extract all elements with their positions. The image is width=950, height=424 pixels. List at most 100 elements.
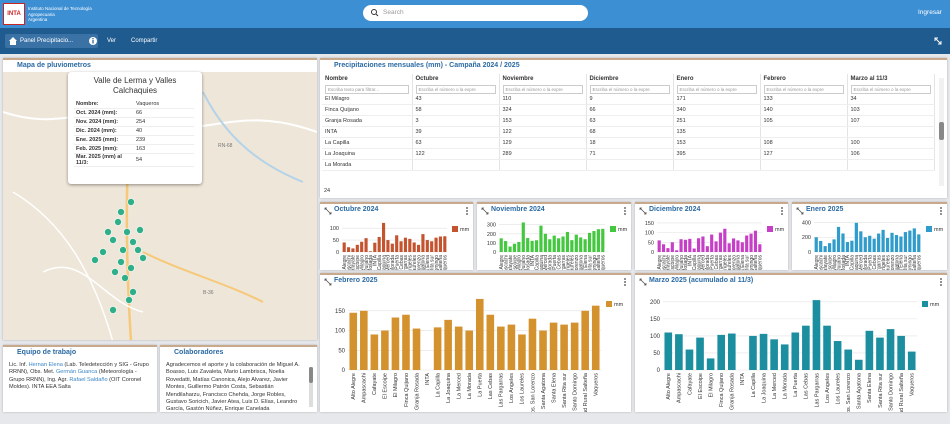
table-cell (760, 126, 848, 138)
menu-icon[interactable] (780, 206, 784, 216)
popup-cell: Ene. 2025 (mm): (74, 135, 134, 145)
bar (386, 240, 390, 252)
popup-cell: Dic. 2024 (mm): (74, 126, 134, 136)
expand-icon[interactable] (639, 207, 647, 215)
x-tick-label: Alto Alegre (342, 255, 348, 270)
bar (670, 242, 674, 252)
x-tick-label: Sociedad Rural Salteña (753, 255, 759, 270)
column-header: Diciembre (586, 74, 674, 84)
filter-input[interactable]: Escriba el número o la expre (850, 84, 931, 94)
x-tick-label: Las Cebas (399, 255, 405, 270)
y-tick-label: 50 (653, 351, 660, 357)
scrollbar[interactable] (309, 367, 313, 407)
table-cell: 127 (760, 148, 848, 160)
expand-icon[interactable] (639, 278, 647, 286)
bar (408, 238, 412, 252)
y-tick-label: 100 (335, 329, 346, 335)
menu-icon[interactable] (623, 206, 627, 216)
popup-table: Nombre: Vaqueros Oct. 2024 (mm): 66 Nov. 202… (74, 100, 194, 167)
popup-cell: Oct. 2024 (mm): (74, 108, 134, 118)
filter-input[interactable]: Escriba el número o la expre (589, 84, 670, 94)
login-link[interactable]: Ingresar (918, 9, 942, 16)
menu-dot (940, 210, 942, 212)
filter-input[interactable]: Escriba el número o la expre (415, 84, 496, 94)
x-tick-label: Ampascachi (503, 255, 509, 270)
y-tick-label: 150 (645, 221, 654, 227)
filter-input[interactable]: Escriba el número o la expre (502, 84, 583, 94)
expand-icon[interactable] (324, 207, 332, 215)
x-tick-label: Santa Agatona (894, 255, 900, 270)
menu-icon[interactable] (939, 277, 943, 287)
collab-text: Agradecemos el aporte y la colaboración … (166, 362, 300, 412)
share-menu[interactable]: Compartir (131, 38, 158, 44)
table-cell: 251 (673, 115, 761, 127)
expand-glyph (639, 207, 647, 215)
x-tick-label: La Merced (456, 373, 462, 399)
x-tick-label: El Milagro (832, 255, 838, 270)
bar (832, 239, 836, 252)
table-row: La Joaquina 122 289 71 395 127 106 (322, 148, 935, 160)
country-text: Argentina (28, 17, 48, 22)
expand-glyph (481, 207, 489, 215)
x-tick-label: El Escoipe (670, 255, 676, 270)
x-tick-label: Santa Rita sur (903, 255, 909, 270)
expand-icon[interactable] (324, 278, 332, 286)
x-tick-label: Santa Elena (551, 372, 557, 403)
bar (403, 237, 408, 252)
x-tick-label: Ampascachi (661, 255, 667, 270)
menu-dot (624, 281, 626, 283)
x-tick-label: Las Pargarras (561, 255, 567, 270)
info-icon[interactable] (88, 36, 98, 46)
x-tick-label: La Puerta (394, 255, 400, 270)
search-box[interactable]: Search (363, 5, 588, 21)
x-tick-label: Santa Elena (899, 255, 905, 270)
view-menu[interactable]: Ver (107, 38, 117, 44)
row-count: 24 (324, 188, 331, 194)
x-tick-label: La Capilla (377, 255, 383, 270)
bar (395, 235, 399, 252)
chart-panel: Enero 2025 0 200 400 Alto Alegre Ampascachi Ca… (792, 202, 947, 270)
x-tick-label: Los Laureles (727, 255, 733, 270)
expand-icon[interactable] (481, 207, 489, 215)
filter-input[interactable]: Escriba el número o la expre (676, 84, 757, 94)
x-tick-label: Vaqueros (758, 255, 764, 270)
bar (664, 332, 673, 370)
y-tick-label: 0 (342, 368, 346, 374)
menu-dot (781, 210, 783, 212)
popup-cell: 66 (134, 108, 194, 118)
y-tick-label: 200 (487, 232, 496, 238)
bar (727, 243, 731, 252)
filter-input[interactable]: Escriba el número o la expre (763, 84, 844, 94)
menu-icon[interactable] (939, 206, 943, 216)
chart: 0 50 100 150 200 Alto Alegre Ampascachi Cafayat… (650, 300, 940, 412)
filter-cell: Escriba el número o la expre (760, 84, 848, 94)
table-cell: 106 (847, 148, 935, 160)
fullscreen-icon[interactable] (933, 36, 943, 46)
bar (863, 237, 867, 252)
bar (894, 235, 899, 252)
filter-input[interactable]: Escriba texto para filtrar... (325, 84, 409, 94)
x-tick-label: Santo Domingo (434, 255, 440, 270)
table-cell: 71 (586, 148, 674, 160)
x-tick-label: Santa Rita sur (878, 373, 884, 408)
bar (740, 242, 744, 252)
x-tick-label: Alto Alegre (666, 373, 672, 400)
bar (360, 241, 364, 252)
scrollbar[interactable] (939, 78, 944, 186)
x-tick-label: La Puerta (552, 255, 558, 270)
x-tick-label: Cafayate (666, 255, 672, 270)
x-tick-label: El Escoipe (383, 373, 389, 399)
bar (675, 250, 679, 252)
menu-icon[interactable] (623, 277, 627, 287)
menu-icon[interactable] (465, 206, 469, 216)
legend-label: mm (460, 227, 470, 233)
bar (814, 237, 818, 252)
expand-icon[interactable] (796, 207, 804, 215)
y-tick-label: 0 (657, 368, 661, 374)
panel-button[interactable]: Panel Precipitacio... (5, 34, 98, 48)
popup-row: Ene. 2025 (mm): 239 (74, 135, 194, 145)
bar (657, 240, 661, 252)
map-title: Mapa de pluviometros (17, 62, 91, 69)
x-tick-label: La Merced (859, 255, 865, 270)
